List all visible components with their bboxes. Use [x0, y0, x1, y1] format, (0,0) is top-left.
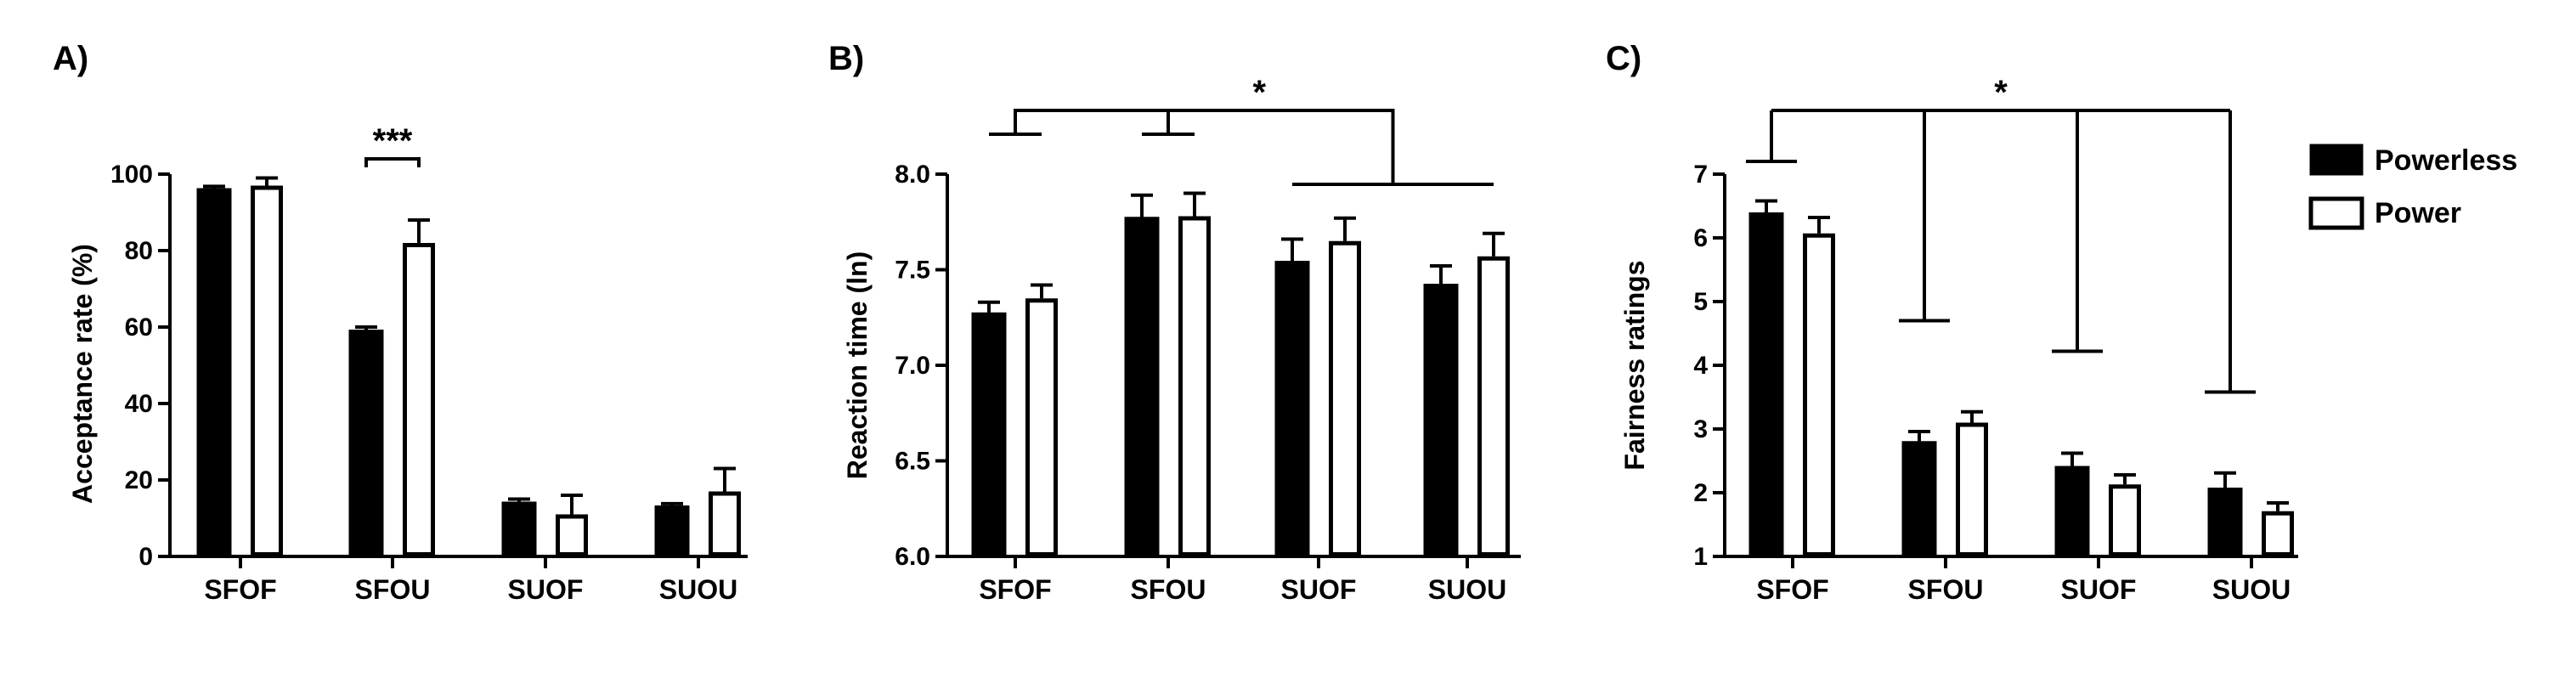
panel-a-bar-powerless-sfou	[348, 330, 384, 558]
panel-a-y-tick-label: 60	[125, 313, 153, 342]
panel-b-y-tick-label: 7.5	[895, 257, 930, 285]
legend-label-powerless: Powerless	[2375, 144, 2517, 177]
panel-b-x-tick-label: SUOF	[1281, 574, 1357, 605]
panel-c-x-tick-label: SUOF	[2061, 574, 2137, 605]
panel-a-bar-powerless-suof	[501, 501, 537, 558]
panel-c-y-tick-label: 7	[1693, 161, 1708, 189]
panel-c-bar-powerless-suou	[2207, 488, 2243, 558]
panel-a: A) Acceptance rate (%) 0 20 40 60 80 100 SFOF S…	[53, 40, 748, 605]
panel-b-x-tick-label: SFOU	[1131, 574, 1206, 605]
panel-a-y-tick-label: 80	[125, 237, 153, 265]
panel-b-bar-powerless-sfof	[971, 312, 1007, 558]
panel-c-bar-powerless-suof	[2054, 466, 2090, 558]
panel-b-bar-power-sfou	[1178, 216, 1211, 556]
panel-b-y-tick-label: 6.0	[895, 543, 930, 571]
panel-c-significance-label: *	[1994, 74, 2008, 111]
panel-a-y-axis-title: Acceptance rate (%)	[67, 244, 98, 504]
legend: Powerless Power	[2308, 144, 2517, 230]
panel-c-y-tick-label: 3	[1693, 415, 1708, 443]
panel-b-y-tick-label: 6.5	[895, 448, 930, 476]
panel-c-bar-power-suou	[2262, 511, 2294, 556]
panel-b-x-tick-label: SUOU	[1428, 574, 1506, 605]
panel-b-significance-bracket	[1014, 109, 1395, 184]
panel-c-y-tick-label: 4	[1693, 352, 1708, 380]
panel-a-bar-power-sfof	[251, 185, 283, 556]
panel-b-bar-powerless-suou	[1423, 284, 1459, 558]
panel-a-letter: A)	[53, 40, 88, 77]
panel-a-x-tick-label: SFOF	[204, 574, 276, 605]
panel-a-y-tick-label: 0	[138, 543, 153, 571]
panel-c-bar-powerless-sfof	[1748, 212, 1784, 558]
panel-a-x-tick-label: SUOF	[508, 574, 584, 605]
panel-b: B) Reaction time (ln) 6.0 6.5 7.0 7.5 8.0 SFO…	[828, 40, 1521, 605]
panel-a-marks: 0 20 40 60 80 100 SFOF SFOU SUOF SUOU ***	[110, 122, 748, 605]
panel-c-y-tick-label: 1	[1693, 543, 1708, 571]
panel-c-x-tick-label: SFOU	[1908, 574, 1984, 605]
panel-b-bar-power-suou	[1477, 256, 1510, 556]
panel-a-y-tick-label: 20	[125, 466, 153, 494]
panel-b-y-axis-title: Reaction time (ln)	[842, 251, 873, 479]
panel-a-y-tick-label: 40	[125, 390, 153, 418]
panel-b-y-tick-label: 7.0	[895, 352, 930, 380]
panel-c-marks: 1 2 3 4 5 6 7 SFOF SFOU SUOF SUOU *	[1693, 74, 2298, 605]
panel-c-letter: C)	[1606, 40, 1641, 77]
legend-swatch-powerless	[2309, 144, 2364, 176]
panel-a-bar-power-sfou	[403, 243, 435, 556]
panel-c-x-tick-label: SFOF	[1756, 574, 1828, 605]
panel-c-bar-power-sfou	[1956, 422, 1988, 556]
panel-b-bar-powerless-sfou	[1124, 217, 1160, 558]
panel-c-bar-powerless-sfou	[1901, 441, 1937, 558]
panel-b-bar-power-sfof	[1025, 298, 1058, 556]
panel-c-x-tick-label: SUOU	[2212, 574, 2291, 605]
panel-c-y-tick-label: 6	[1693, 224, 1708, 252]
panel-c-bar-power-suof	[2109, 484, 2141, 556]
panel-c-bar-power-sfof	[1803, 233, 1835, 556]
panel-c: C) Fairness ratings 1 2 3 4 5 6 7 SFOF SFOU SUOF S…	[1606, 40, 2298, 605]
panel-a-x-tick-label: SFOU	[355, 574, 431, 605]
legend-label-power: Power	[2375, 197, 2461, 229]
panel-b-significance-label: *	[1252, 74, 1266, 111]
panel-c-y-tick-label: 2	[1693, 479, 1708, 507]
panel-a-x-tick-label: SUOU	[659, 574, 737, 605]
panel-b-bar-power-suof	[1329, 240, 1361, 556]
panel-b-letter: B)	[828, 40, 864, 77]
panel-b-marks: 6.0 6.5 7.0 7.5 8.0 SFOF SFOU SUOF SUOU *	[895, 74, 1521, 605]
panel-a-significance-label: ***	[373, 122, 413, 160]
panel-a-bar-power-suof	[556, 514, 588, 556]
panel-c-y-tick-label: 5	[1693, 288, 1708, 316]
panel-b-bar-powerless-suof	[1274, 261, 1310, 558]
panel-b-x-tick-label: SFOF	[979, 574, 1051, 605]
panel-a-bar-powerless-sfof	[196, 188, 232, 558]
panel-a-y-tick-label: 100	[110, 161, 153, 189]
panel-a-bar-powerless-suou	[654, 505, 690, 558]
panel-c-y-axis-title: Fairness ratings	[1619, 260, 1650, 470]
legend-swatch-power	[2308, 196, 2364, 230]
panel-a-significance-bracket	[364, 157, 421, 167]
panel-b-y-tick-label: 8.0	[895, 161, 930, 189]
panel-a-bar-power-suou	[709, 491, 741, 556]
